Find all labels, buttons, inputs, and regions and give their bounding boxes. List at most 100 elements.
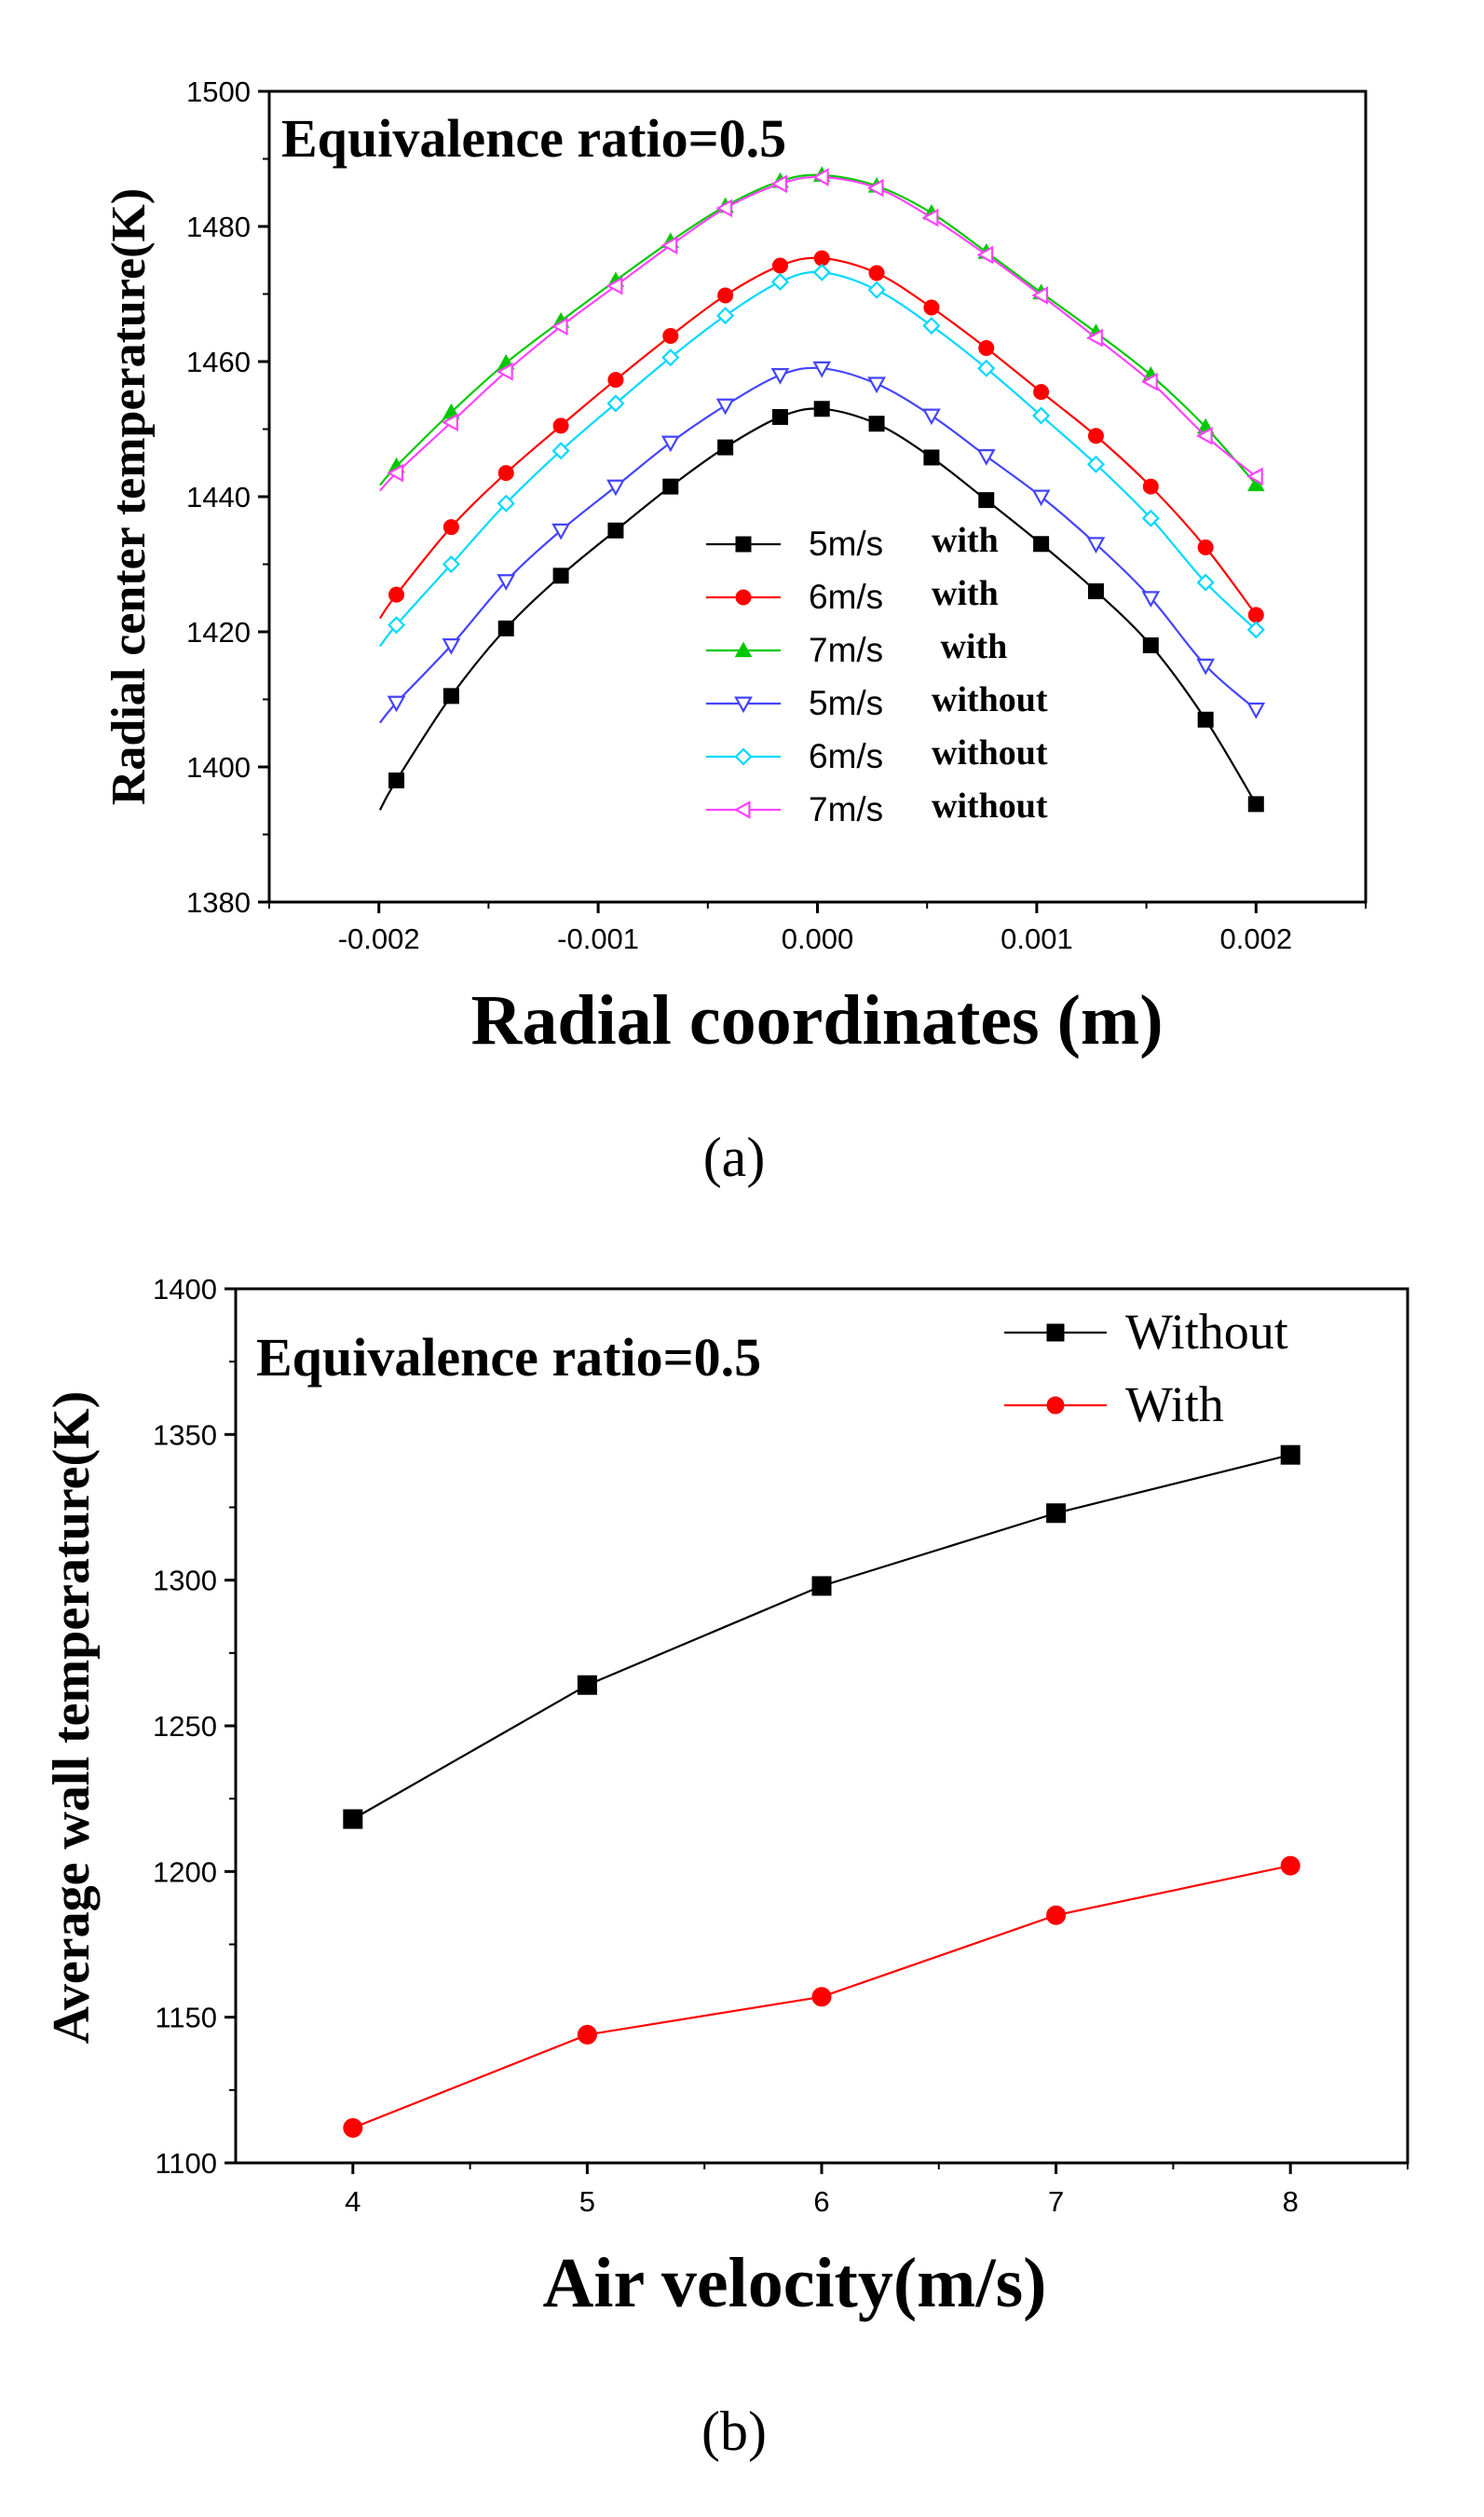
data-point-a	[1247, 796, 1264, 813]
data-point-a	[1141, 591, 1161, 609]
y-tick-label-a: 1500	[186, 75, 251, 108]
data-point-a	[866, 178, 884, 198]
data-point-a	[1197, 539, 1214, 555]
y-tick-label-a: 1380	[186, 886, 251, 919]
series-line-a	[379, 175, 1257, 492]
plot-frame-a	[267, 89, 1368, 904]
y-tick-label-b: 1200	[153, 1855, 217, 1888]
data-point-a	[442, 554, 460, 574]
series-line-a	[378, 407, 1258, 811]
data-point-a	[976, 245, 994, 265]
data-point-a	[923, 449, 940, 466]
data-point-a	[1246, 467, 1263, 486]
data-point-a	[978, 340, 995, 356]
x-axis-label-b: Air velocity(m/s)	[543, 2244, 1047, 2322]
series-line-a	[378, 270, 1258, 648]
panel-a: 1380 1400 1420 1440 1460 1480 1500 -0.002 -0.001…	[102, 75, 1368, 1188]
series-line-b	[352, 1454, 1291, 1821]
legend-suffix-a: with	[932, 627, 1007, 666]
data-point-a	[716, 307, 735, 325]
data-point-a	[606, 276, 623, 295]
legend-label-a: 5m/s	[809, 684, 883, 722]
plot-frame-b	[234, 1287, 1409, 2165]
legend-marker-a	[735, 589, 752, 606]
data-point-a	[771, 408, 788, 425]
data-point-a	[717, 439, 734, 456]
x-tick-label-a: 0.002	[1220, 923, 1293, 955]
annotation-a: Equivalence ratio=0.5	[281, 108, 786, 169]
data-point-a	[978, 492, 995, 509]
x-tick-label-b: 6	[813, 2185, 829, 2218]
data-point-a	[661, 349, 680, 367]
data-point-a	[442, 519, 459, 536]
data-point-a	[868, 416, 885, 432]
x-tick-label-a: -0.002	[338, 923, 420, 955]
data-point-a	[812, 263, 831, 281]
data-point-a	[1197, 711, 1214, 728]
data-point-a	[497, 494, 515, 513]
data-point-a	[1246, 621, 1265, 639]
y-tick-label-a: 1400	[186, 751, 251, 784]
data-point-a	[1086, 328, 1103, 348]
data-point-a	[1033, 384, 1050, 401]
y-tick-label-b: 1300	[153, 1565, 217, 1597]
data-point-a	[715, 198, 733, 218]
ticks-b: 1100 1150 1200 1250 1300 1350 1400 4 5 6 7 8	[153, 1273, 1409, 2218]
y-tick-label-a: 1480	[186, 211, 251, 243]
ticks-a: 1380 1400 1420 1440 1460 1480 1500 -0.002 -0.001…	[186, 75, 1367, 955]
legend-marker-a	[734, 641, 753, 658]
data-point-b	[343, 1809, 363, 1829]
data-point-a	[388, 773, 405, 788]
data-point-a	[1031, 286, 1049, 305]
data-point-b	[577, 2024, 597, 2045]
data-point-b	[1046, 1905, 1067, 1925]
series-line-a	[378, 256, 1258, 620]
data-point-a	[976, 449, 996, 466]
panel-label-a: (a)	[703, 1127, 766, 1188]
legend-label-b: With	[1125, 1376, 1224, 1432]
legend-suffix-a: without	[932, 680, 1048, 719]
data-point-a	[922, 408, 941, 426]
data-point-a	[1031, 489, 1051, 507]
legend-marker-a	[734, 747, 753, 766]
x-tick-label-a: -0.001	[557, 923, 639, 955]
legend-label-a: 6m/s	[809, 578, 883, 616]
y-tick-label-a: 1420	[186, 616, 251, 649]
data-point-a	[1196, 658, 1216, 676]
panel-label-b: (b)	[701, 2401, 767, 2462]
data-point-a	[551, 442, 570, 460]
data-point-a	[1195, 426, 1213, 445]
data-point-a	[1086, 455, 1106, 473]
x-tick-label-b: 5	[579, 2185, 595, 2218]
legend-suffix-a: with	[932, 574, 999, 613]
data-point-a	[1196, 573, 1215, 592]
data-point-a	[1247, 607, 1264, 623]
y-tick-label-b: 1250	[153, 1710, 217, 1743]
data-point-a	[387, 616, 406, 635]
annotation-b: Equivalence ratio=0.5	[256, 1327, 761, 1388]
data-point-b	[1280, 1855, 1300, 1876]
data-point-b	[343, 2117, 363, 2138]
data-point-a	[1142, 637, 1159, 653]
data-point-a	[388, 586, 405, 603]
panel-b: 1100 1150 1200 1250 1300 1350 1400 4 5 6 7 8 Withou…	[43, 1273, 1409, 2462]
series-line-a	[379, 366, 1258, 724]
data-point-a	[1033, 536, 1050, 553]
data-point-a	[497, 620, 514, 636]
series-b	[343, 1444, 1300, 2138]
data-point-a	[977, 359, 996, 377]
legend-label-b: Without	[1125, 1304, 1288, 1360]
legend-marker-a	[735, 536, 752, 553]
data-point-a	[387, 695, 406, 713]
data-point-a	[497, 465, 514, 482]
data-point-a	[552, 417, 569, 434]
data-point-a	[1246, 702, 1266, 719]
data-point-a	[1142, 478, 1159, 495]
data-point-a	[771, 257, 788, 274]
data-point-a	[442, 413, 458, 432]
data-point-a	[1087, 428, 1104, 445]
legend-suffix-a: without	[932, 733, 1048, 773]
data-point-a	[662, 478, 679, 495]
y-tick-label-b: 1350	[153, 1418, 217, 1451]
legend-marker-a	[734, 696, 753, 714]
